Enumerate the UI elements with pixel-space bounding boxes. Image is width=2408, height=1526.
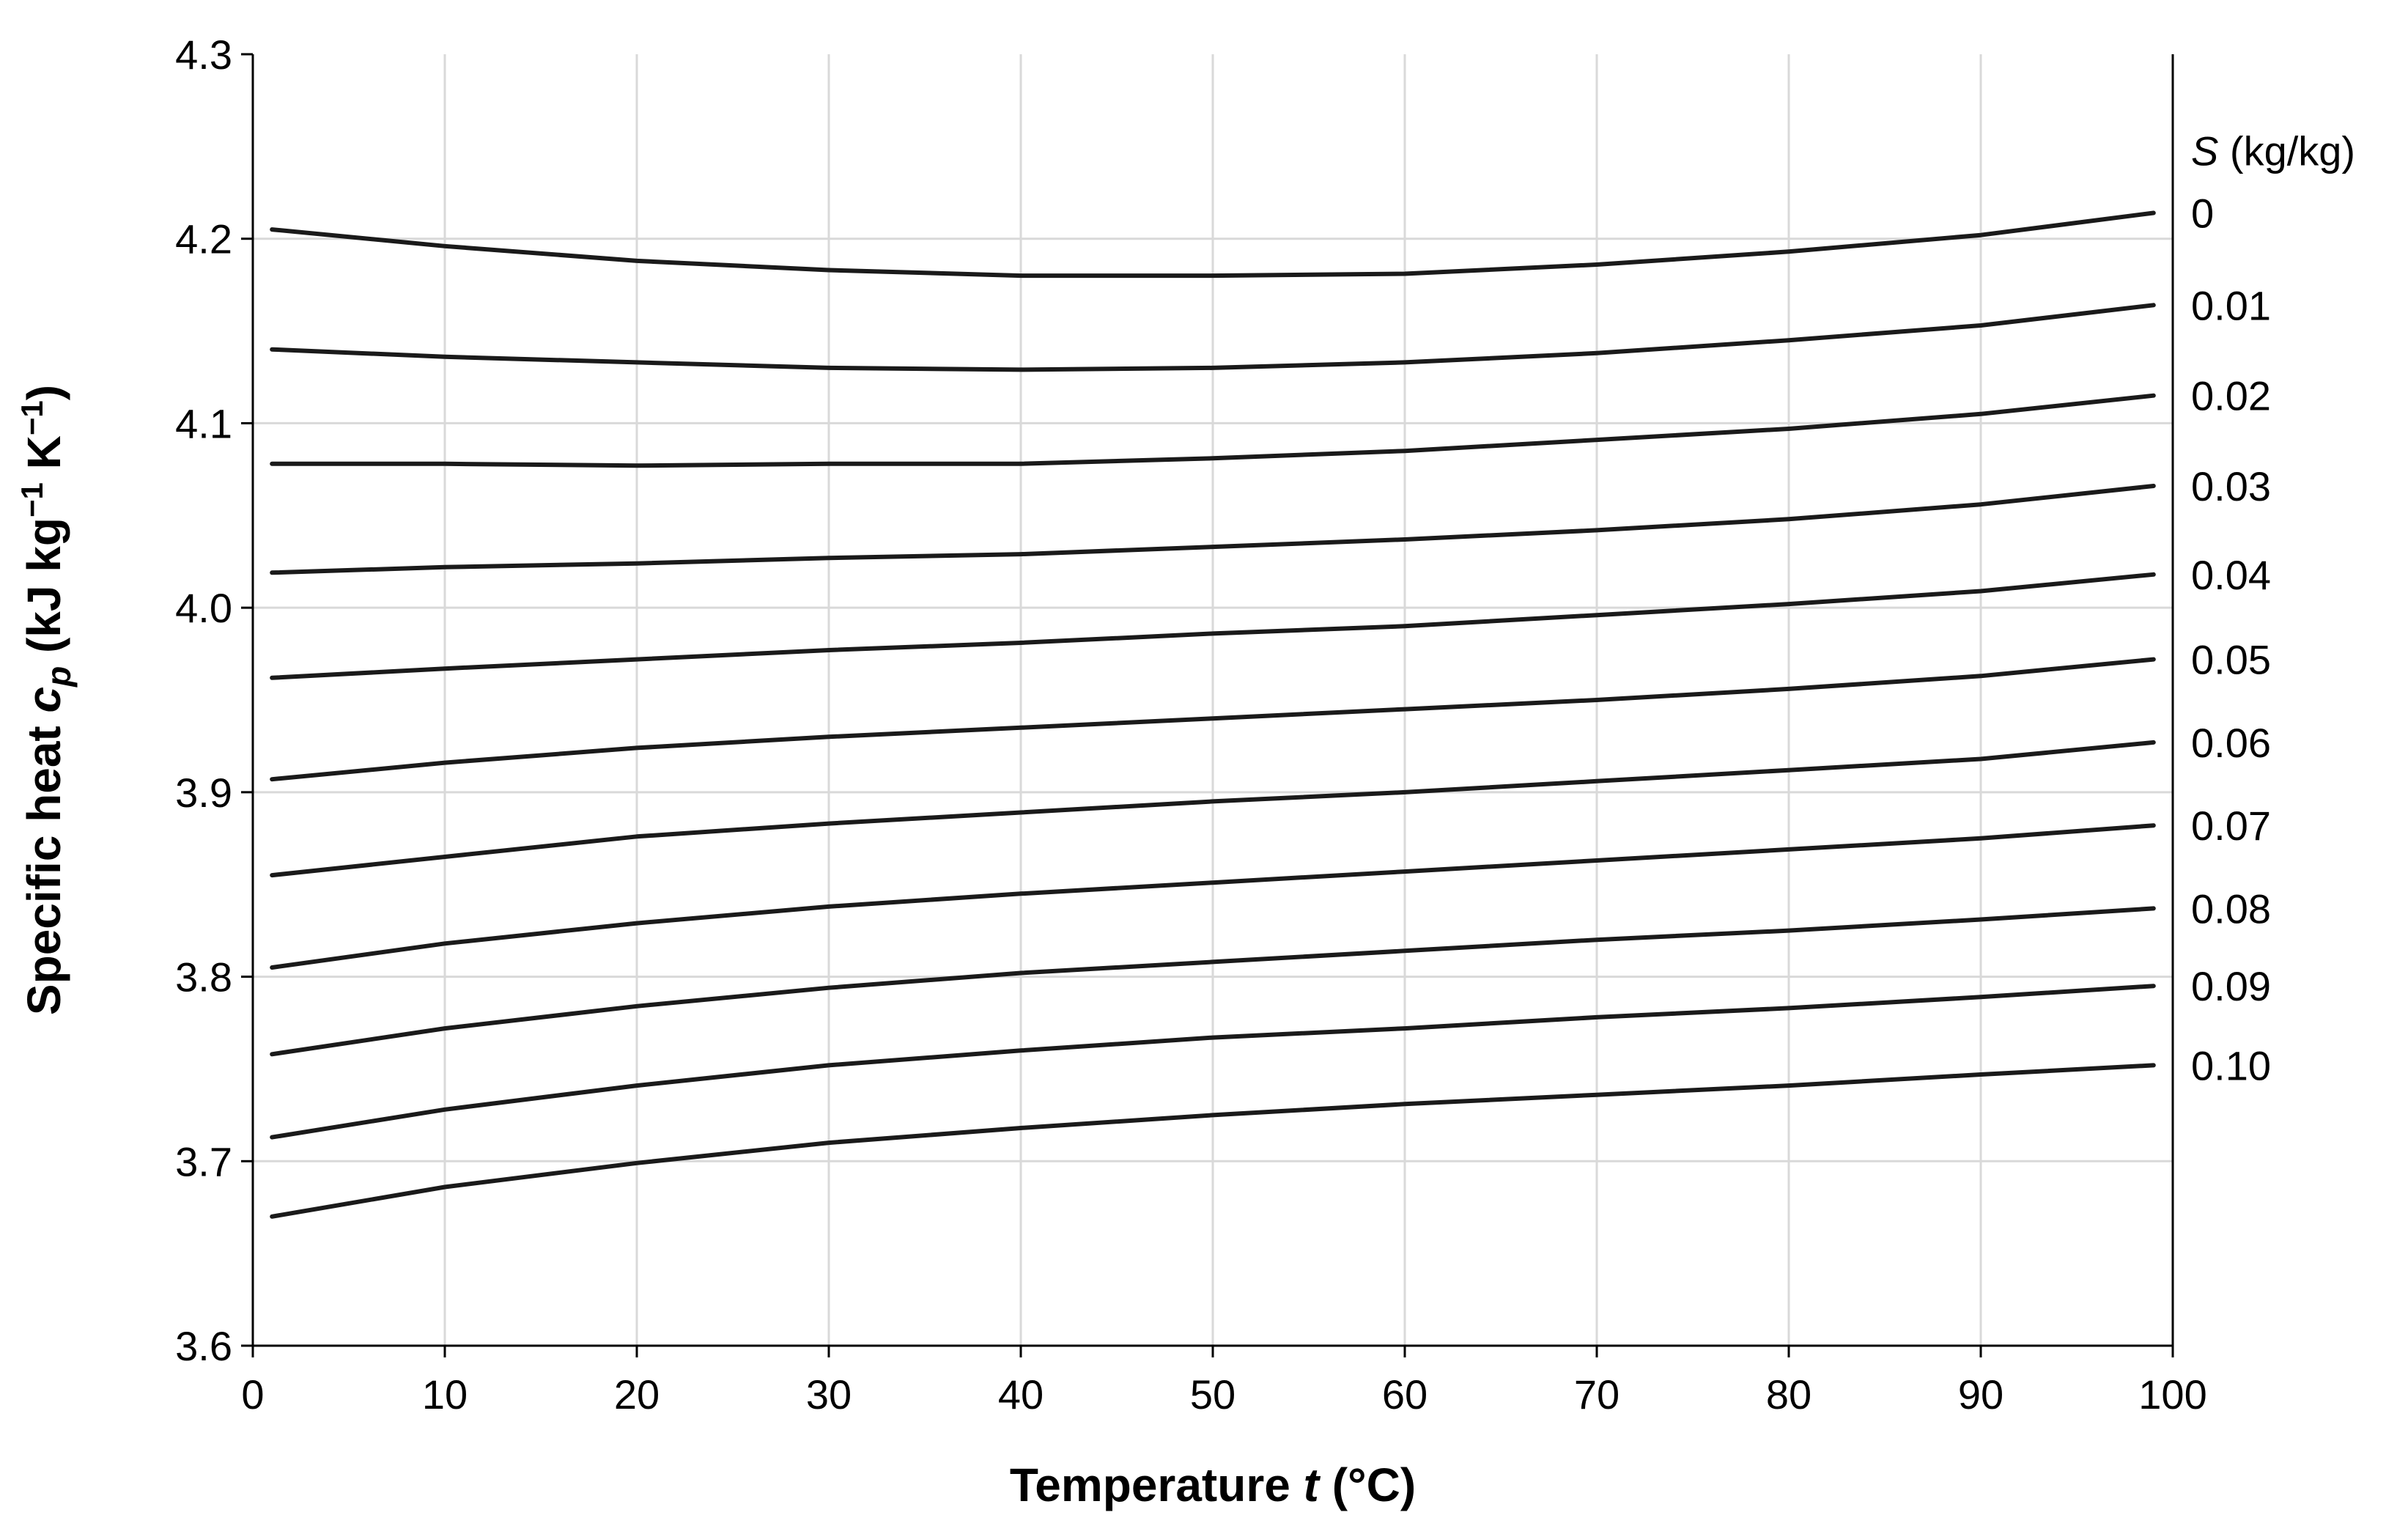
- series-label: 0.05: [2191, 637, 2271, 683]
- y-tick-label: 4.3: [175, 32, 232, 78]
- legend: S (kg/kg) 0 0.01 0.02 0.03 0.04 0.05 0.06 0.07 0…: [2191, 128, 2355, 1089]
- axes: [241, 53, 2174, 1357]
- series-line: [270, 303, 2156, 372]
- y-tick-labels: 3.6 3.7 3.8 3.9 4.0 4.1 4.2 4.3: [175, 32, 232, 1369]
- series-label: 0.10: [2191, 1042, 2271, 1088]
- x-axis-title: Temperature t (°C): [1010, 1459, 1416, 1511]
- y-tick-label: 3.8: [175, 954, 232, 1000]
- x-axis-title-suffix: (°C): [1319, 1459, 1416, 1511]
- series-label: 0.02: [2191, 373, 2271, 419]
- series-label: 0.06: [2191, 720, 2271, 766]
- x-tick-label: 20: [614, 1371, 660, 1418]
- series-label: 0.08: [2191, 885, 2271, 932]
- x-tick-label: 30: [806, 1371, 852, 1418]
- x-axis-title-prefix: Temperature: [1010, 1459, 1304, 1511]
- x-tick-label: 0: [241, 1371, 264, 1418]
- series-label: 0.03: [2191, 463, 2271, 509]
- series-line: [270, 984, 2156, 1140]
- y-axis-title-suffix: (kJ kg: [18, 517, 70, 666]
- series-label: 0: [2191, 190, 2214, 236]
- grid-lines: [253, 54, 2173, 1346]
- y-axis-title-sub: p: [40, 666, 78, 688]
- series-line: [270, 1063, 2156, 1219]
- y-axis-title-prefix: Specific heat: [18, 712, 70, 1015]
- x-tick-label: 60: [1382, 1371, 1428, 1418]
- legend-title: S (kg/kg): [2191, 128, 2355, 174]
- x-tick-label: 40: [998, 1371, 1044, 1418]
- y-tick-label: 3.6: [175, 1323, 232, 1369]
- series-line: [270, 906, 2156, 1057]
- x-tick-label: 10: [422, 1371, 468, 1418]
- x-tick-label: 80: [1766, 1371, 1811, 1418]
- series-line: [270, 393, 2156, 468]
- y-axis-title: Specific heat cp (kJ kg−1 K−1): [15, 385, 78, 1015]
- y-tick-label: 3.9: [175, 770, 232, 816]
- y-axis-title-end: ): [18, 385, 70, 400]
- y-tick-label: 3.7: [175, 1138, 232, 1184]
- x-tick-label: 50: [1190, 1371, 1236, 1418]
- x-tick-label: 100: [2138, 1371, 2206, 1418]
- x-axis-title-var: t: [1304, 1459, 1321, 1511]
- series-line: [270, 823, 2156, 970]
- series-line: [270, 740, 2156, 878]
- legend-title-var: S: [2191, 128, 2218, 174]
- series-label: 0.01: [2191, 282, 2271, 328]
- legend-title-unit: (kg/kg): [2218, 128, 2355, 174]
- series-line: [270, 210, 2156, 279]
- y-axis-title-mid: K: [18, 435, 70, 482]
- y-tick-label: 4.1: [175, 400, 232, 446]
- y-tick-label: 4.2: [175, 216, 232, 262]
- x-tick-label: 90: [1958, 1371, 2003, 1418]
- series-label: 0.04: [2191, 552, 2271, 598]
- y-axis-title-exp1: −1: [15, 482, 49, 517]
- x-tick-labels: 0 10 20 30 40 50 60 70 80 90 100: [241, 1371, 2206, 1418]
- y-axis-title-exp2: −1: [15, 400, 49, 435]
- series-line: [270, 484, 2156, 575]
- y-axis-title-var: c: [18, 687, 70, 713]
- series-label: 0.09: [2191, 963, 2271, 1009]
- series-label: 0.07: [2191, 803, 2271, 849]
- series-line: [270, 657, 2156, 782]
- series-lines: [270, 210, 2156, 1219]
- y-tick-label: 4.0: [175, 585, 232, 631]
- x-tick-label: 70: [1574, 1371, 1620, 1418]
- series-line: [270, 572, 2156, 680]
